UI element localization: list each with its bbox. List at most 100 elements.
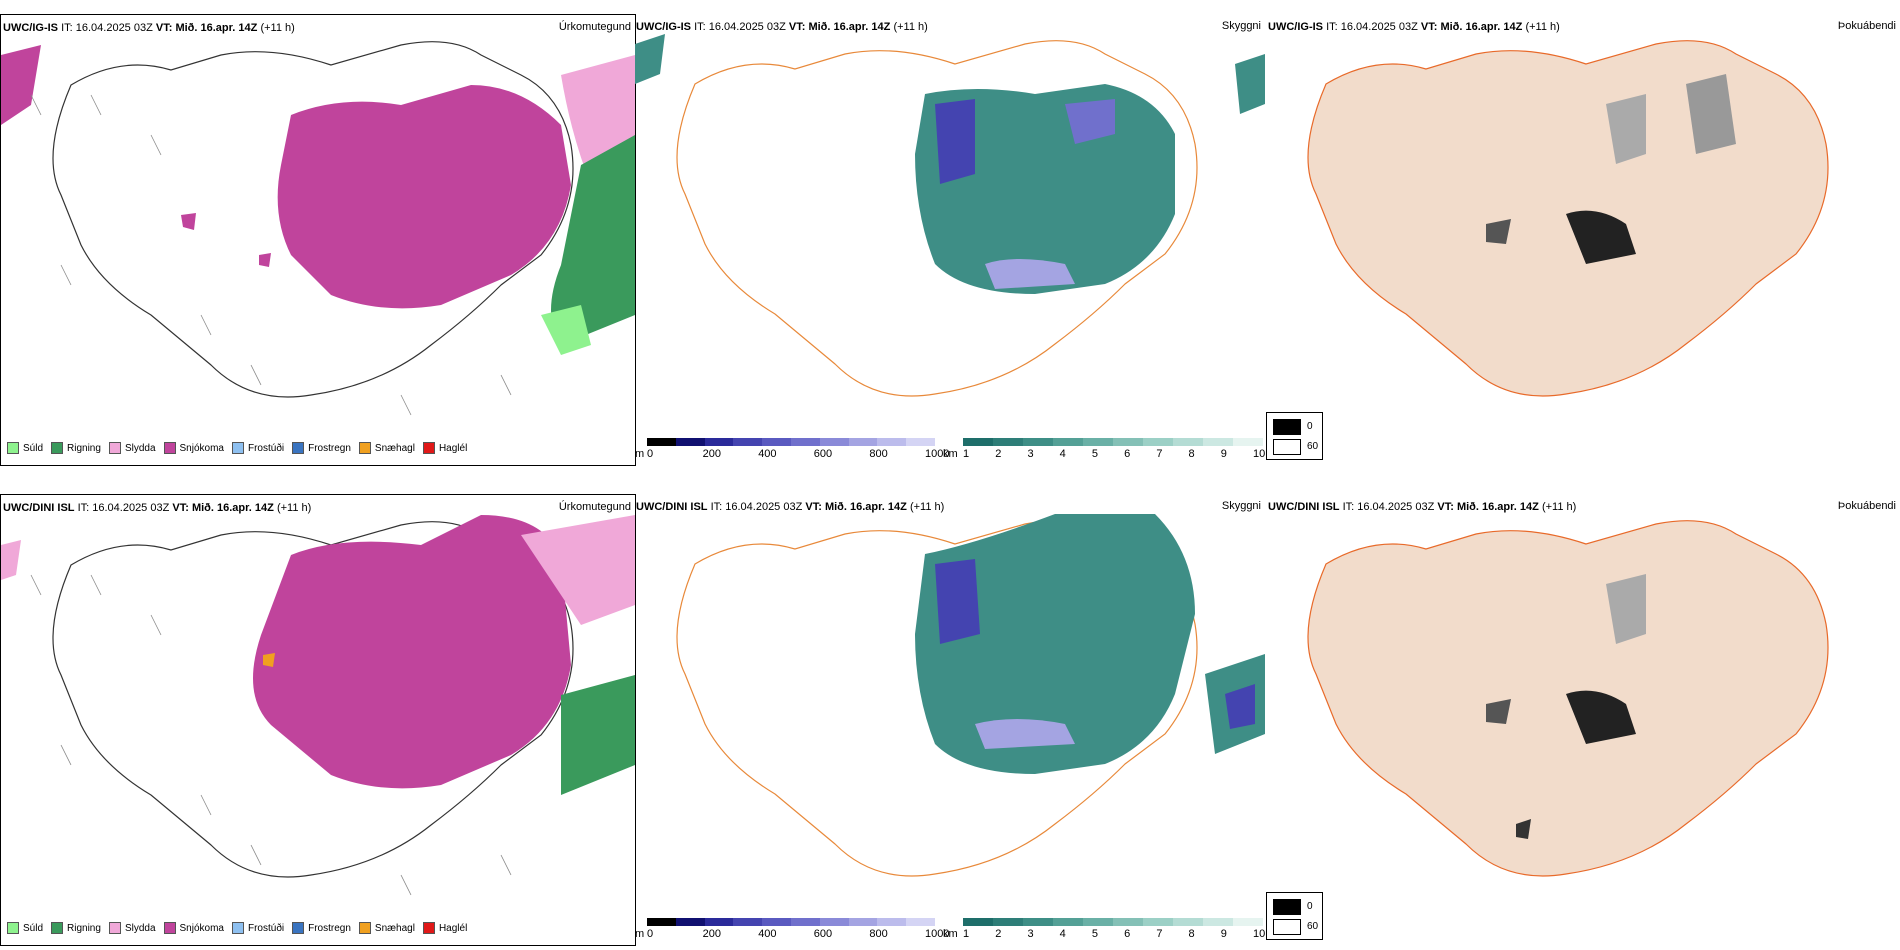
legend-swatch <box>163 922 176 934</box>
legend-item: Súld <box>7 922 43 934</box>
legend-swatch <box>51 922 64 934</box>
colorbar-segment <box>791 918 821 926</box>
legend-label: Slydda <box>124 922 156 934</box>
legend-label: Haglél <box>438 442 468 454</box>
fog-map-bottom <box>1307 520 1829 877</box>
precip-legend-top: Súld Rigning Slydda Snjókoma Frostúði Frostre… <box>7 442 467 454</box>
it-label: IT: <box>1326 21 1338 33</box>
model-name: UWC/DINI ISL <box>3 502 75 514</box>
legend-swatch <box>108 442 121 454</box>
colorbar-segment <box>675 918 706 926</box>
visibility-unit: km <box>943 928 958 940</box>
legend-label: Frostregn <box>308 442 351 454</box>
lead-time: (+11 h) <box>909 501 945 513</box>
legend-swatch <box>358 922 371 934</box>
ceiling-unit: m <box>635 928 645 940</box>
colorbar-segment <box>819 438 850 446</box>
legend-label: Frostúði <box>247 922 285 934</box>
colorbar-tick: 10 <box>1253 928 1265 940</box>
header-top-fog: UWC/IG-IS IT: 16.04.2025 03Z VT: Mið. 16… <box>1268 21 1560 33</box>
legend-swatch <box>163 442 176 454</box>
legend-item: Snæhagl <box>358 442 415 454</box>
fog-legend-label: 0 <box>1307 901 1313 912</box>
legend-label: Rigning <box>67 922 101 934</box>
colorbar-tick: 4 <box>1059 448 1066 460</box>
legend-swatch <box>7 922 19 934</box>
vt-value: Mið. 16.apr. 14Z <box>175 22 258 34</box>
fog-legend-label: 0 <box>1307 421 1313 432</box>
model-name: UWC/IG-IS <box>3 22 58 34</box>
precip-panel-top: UWC/IG-IS IT: 16.04.2025 03Z VT: Mið. 16… <box>0 14 636 466</box>
fog-legend-swatch <box>1273 439 1301 455</box>
vt-label: VT: <box>1437 501 1454 513</box>
colorbar-tick: 2 <box>995 928 1002 940</box>
legend-item: Frostúði <box>231 442 284 454</box>
legend-label: Rigning <box>67 442 101 454</box>
legend-swatch <box>231 922 244 934</box>
precip-panel-bottom: UWC/DINI ISL IT: 16.04.2025 03Z VT: Mið.… <box>0 494 636 946</box>
colorbar-segment <box>877 918 908 926</box>
it-label: IT: <box>77 502 90 514</box>
fog-legend-bottom: 0 60 <box>1266 892 1323 940</box>
lead-time: (+11 h) <box>276 502 312 514</box>
colorbar-tick: 8 <box>1188 448 1195 460</box>
fog-legend-swatch <box>1273 419 1301 435</box>
legend-item: Snjókoma <box>163 922 224 934</box>
colorbar-segment <box>1083 438 1114 446</box>
colorbar-tick: 600 <box>813 448 833 460</box>
visibility-panel-top: Skyggni m 0 200 400 600 800 1000 km 1 2 3 4 5 6 7 8 9… <box>635 14 1265 464</box>
it-value: 16.04.2025 03Z <box>725 501 803 513</box>
it-label: IT: <box>694 21 706 33</box>
colorbar-segment <box>791 438 821 446</box>
it-value: 16.04.2025 03Z <box>708 21 786 33</box>
legend-swatch <box>422 442 435 454</box>
legend-item: Rigning <box>51 442 101 454</box>
colorbar-segment <box>993 438 1024 446</box>
colorbar-tick: 6 <box>1124 448 1131 460</box>
colorbar-segment <box>704 918 735 926</box>
colorbar-segment <box>733 438 764 446</box>
colorbar-tick: 400 <box>758 928 777 940</box>
colorbar-segment <box>963 918 994 926</box>
legend-label: Snæhagl <box>374 442 415 454</box>
panel-title-precip: Úrkomutegund <box>558 21 631 33</box>
panel-title-fog: Þokuábendi <box>1837 500 1896 512</box>
legend-swatch <box>51 442 64 454</box>
header-top-visibility: UWC/IG-IS IT: 16.04.2025 03Z VT: Mið. 16… <box>636 21 928 33</box>
vt-label: VT: <box>1420 21 1438 33</box>
fog-map-top <box>1307 40 1829 397</box>
vt-value: Mið. 16.apr. 14Z <box>824 501 907 513</box>
colorbar-segment <box>647 438 677 446</box>
colorbar-tick: 800 <box>869 448 888 460</box>
fog-panel-bottom: Þokuábendi 0 60 <box>1266 494 1900 944</box>
precip-map-bottom <box>1 515 635 896</box>
lead-time: (+11 h) <box>1541 501 1577 513</box>
colorbar-tick: 5 <box>1091 928 1098 940</box>
legend-item: Slydda <box>108 922 156 934</box>
model-name: UWC/IG-IS <box>636 21 691 33</box>
legend-swatch <box>7 442 19 454</box>
fog-legend-swatch <box>1273 899 1301 915</box>
legend-label: Súld <box>23 922 44 934</box>
it-label: IT: <box>61 22 73 34</box>
vt-label: VT: <box>155 22 173 34</box>
colorbar-tick: 800 <box>869 928 888 940</box>
legend-label: Snjókoma <box>179 922 224 934</box>
colorbar-tick: 8 <box>1188 928 1195 940</box>
visibility-panel-bottom: Skyggni m 0 200 400 600 800 1000 km 1 2 3 4 5 6 7 8 9… <box>635 494 1265 944</box>
colorbar-segment <box>762 918 792 926</box>
legend-label: Frostregn <box>308 922 351 934</box>
vt-value: Mið. 16.apr. 14Z <box>1456 501 1539 513</box>
colorbar-tick: 1000 <box>925 928 950 940</box>
colorbar-tick: 200 <box>702 448 721 460</box>
colorbar-tick: 5 <box>1091 448 1098 460</box>
legend-item: Haglél <box>422 922 467 934</box>
fog-legend-top: 0 60 <box>1266 412 1323 460</box>
colorbar-segment <box>848 438 879 446</box>
header-bottom-fog: UWC/DINI ISL IT: 16.04.2025 03Z VT: Mið.… <box>1268 501 1576 513</box>
legend-swatch <box>108 922 121 934</box>
colorbar-tick: 0 <box>647 928 654 940</box>
visibility-map-top <box>635 34 1265 397</box>
fog-legend-label: 60 <box>1307 921 1319 932</box>
it-label: IT: <box>710 501 723 513</box>
